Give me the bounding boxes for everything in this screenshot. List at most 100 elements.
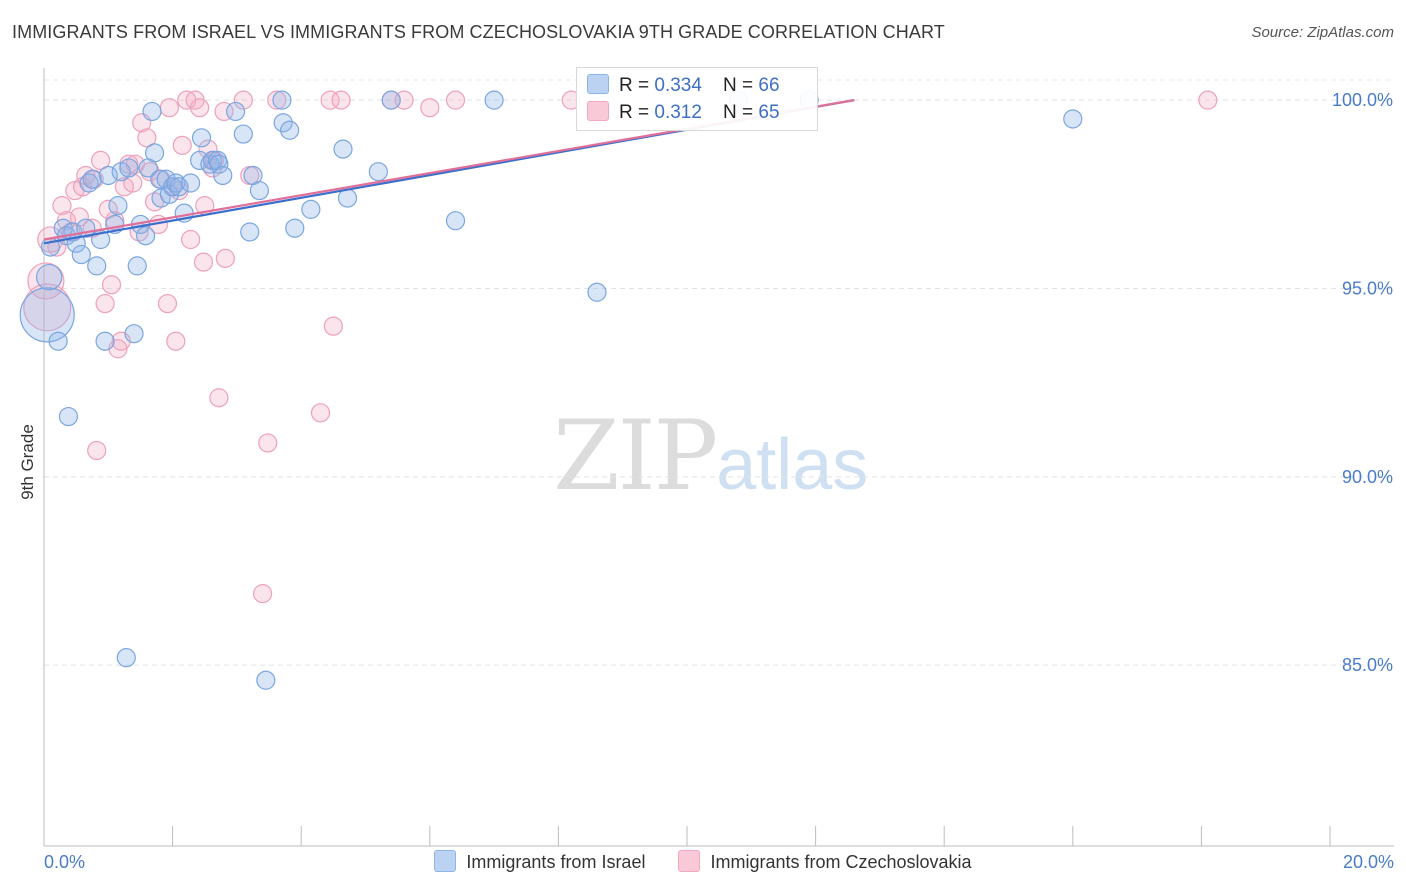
israel-point (79, 173, 99, 193)
n-value: 66 (758, 75, 780, 96)
israel-legend-swatch (434, 850, 457, 872)
watermark-zip: ZIP (553, 400, 718, 512)
czechoslovakia-point (1198, 90, 1218, 110)
czechoslovakia-point (157, 293, 178, 314)
czechoslovakia-point (52, 196, 72, 216)
czechoslovakia-point (181, 229, 201, 250)
israel-point (48, 331, 68, 351)
stats-row-czechoslovakia: R = 0.312 N = 65 (587, 101, 780, 125)
israel-point (233, 124, 253, 144)
israel-point (135, 226, 156, 246)
czechoslovakia-point (214, 101, 234, 122)
israel-point (71, 244, 91, 265)
israel-point (213, 165, 233, 186)
axes (43, 68, 1394, 847)
czechoslovakia-point (166, 331, 186, 351)
israel-point (1063, 109, 1083, 129)
czechoslovakia-point (331, 90, 351, 110)
israel-point (19, 287, 75, 343)
stats-legend: R = 0.334 N = 66 R = 0.312 N = 65 (576, 67, 818, 131)
czechoslovakia-point (159, 98, 179, 118)
israel-point (280, 120, 300, 140)
israel-point (142, 101, 162, 122)
israel-point (256, 670, 276, 690)
czechoslovakia-point (87, 440, 107, 461)
czechoslovakia-point (23, 283, 72, 332)
y-tick-label: 100.0% (1332, 90, 1393, 110)
israel-swatch (587, 74, 609, 94)
czechoslovakia-point (233, 90, 253, 110)
r-value: 0.334 (654, 75, 702, 96)
israel-point (285, 218, 305, 238)
israel-point (169, 177, 189, 197)
israel-point (144, 143, 165, 163)
israel-point (301, 199, 321, 219)
israel-point (381, 90, 401, 110)
israel-point (119, 158, 139, 178)
watermark-atlas: atlas (716, 425, 869, 505)
legend-item-czechoslovakia: Immigrants from Czechoslovakia (678, 850, 972, 873)
czechoslovakia-point (193, 252, 214, 272)
stats-row-israel: R = 0.334 N = 66 (587, 74, 780, 98)
watermark: ZIPatlas (553, 400, 868, 512)
israel-point (226, 101, 246, 122)
czechoslovakia-point (215, 248, 235, 268)
czechoslovakia-point (172, 135, 192, 155)
israel-point (58, 406, 79, 427)
israel-point (35, 263, 63, 291)
legend-label-israel: Immigrants from Israel (466, 852, 646, 872)
israel-point (484, 90, 504, 110)
israel-point (82, 169, 102, 189)
y-tick-label: 90.0% (1342, 467, 1393, 487)
israel-point (587, 282, 607, 302)
legend-label-czechoslovakia: Immigrants from Czechoslovakia (710, 852, 972, 872)
czechoslovakia-point (101, 275, 122, 295)
israel-point (272, 90, 292, 110)
czechoslovakia-point (258, 433, 278, 453)
israel-point (163, 177, 183, 197)
israel-point (116, 648, 136, 668)
israel-point (95, 331, 115, 351)
n-value: 65 (758, 102, 780, 123)
source-label: Source: ZipAtlas.com (1251, 24, 1394, 41)
r-label: R = (619, 102, 655, 123)
y-tick-label: 95.0% (1342, 278, 1393, 298)
israel-point (273, 113, 293, 133)
czechoslovakia-point (90, 150, 111, 171)
israel-point (87, 256, 107, 276)
israel-point (108, 196, 128, 216)
czechoslovakia-swatch (587, 101, 609, 121)
czechoslovakia-point (310, 403, 331, 423)
israel-point (166, 173, 186, 193)
czechoslovakia-legend-swatch (678, 850, 701, 872)
y-axis-label: 9th Grade (18, 424, 37, 500)
czechoslovakia-point (420, 98, 440, 118)
r-label: R = (619, 75, 655, 96)
czechoslovakia-point (253, 584, 273, 604)
czechoslovakia-point (190, 98, 210, 118)
n-label: N = (723, 102, 759, 123)
czechoslovakia-point (123, 173, 143, 193)
czechoslovakia-point (95, 293, 115, 314)
israel-point (191, 128, 212, 148)
israel-point (98, 165, 118, 186)
israel-point (124, 324, 144, 344)
israel-point (240, 222, 260, 242)
czechoslovakia-point (137, 128, 157, 148)
czechoslovakia-point (445, 90, 466, 110)
israel-point (127, 256, 147, 276)
czechoslovakia-point (267, 90, 287, 110)
israel-point (333, 139, 353, 159)
czechoslovakia-point (323, 316, 343, 336)
israel-point (181, 173, 201, 193)
czechoslovakia-point (320, 90, 340, 110)
r-value: 0.312 (654, 102, 702, 123)
israel-point (249, 180, 270, 201)
israel-point (368, 162, 388, 182)
x-tick-max: 20.0% (1342, 852, 1394, 872)
israel-point (445, 211, 466, 231)
tick-labels: 85.0% 90.0% 95.0% 100.0% (1332, 90, 1393, 675)
x-tick-min: 0.0% (44, 852, 86, 872)
israel-point (209, 154, 229, 174)
